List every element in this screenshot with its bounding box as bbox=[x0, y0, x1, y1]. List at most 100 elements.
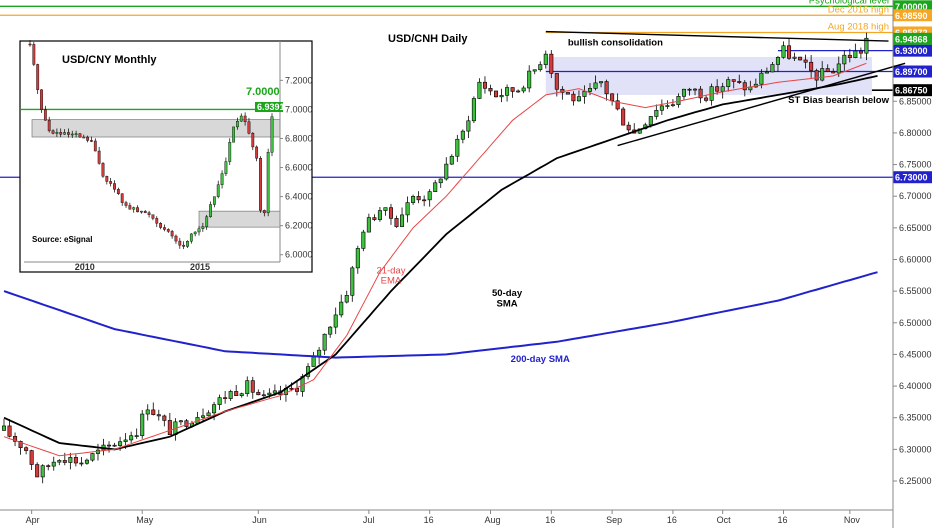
candle-body bbox=[842, 54, 847, 65]
candle-body bbox=[107, 444, 112, 447]
inset-current-tag: 6.9391 bbox=[255, 102, 285, 112]
candle-body bbox=[543, 53, 548, 65]
candle-body bbox=[184, 420, 189, 427]
inset-candle-body bbox=[182, 244, 186, 247]
inset-candle-body bbox=[205, 216, 209, 227]
inset-candle-body bbox=[70, 133, 74, 136]
price-tag-text: 6.73000 bbox=[895, 173, 928, 183]
candle-body bbox=[355, 248, 360, 269]
candle-body bbox=[112, 444, 117, 447]
candle-body bbox=[24, 447, 29, 451]
candle-body bbox=[13, 436, 18, 442]
candle-body bbox=[676, 96, 681, 105]
candle-body bbox=[615, 100, 620, 110]
time-axis-label: May bbox=[136, 515, 154, 525]
inset-candle-body bbox=[178, 240, 182, 246]
candle-body bbox=[648, 116, 653, 126]
inset-candle-body bbox=[232, 126, 235, 143]
inset-price-axis-label: 7.0000 bbox=[285, 104, 313, 114]
candle-body bbox=[322, 333, 327, 351]
candle-body bbox=[234, 391, 239, 396]
candle-body bbox=[659, 105, 664, 111]
price-tag: 6.73000 bbox=[893, 171, 932, 184]
inset-price-axis-label: 6.2000 bbox=[285, 221, 313, 231]
candle-body bbox=[377, 210, 382, 220]
candle-body bbox=[35, 464, 40, 478]
candle-body bbox=[294, 387, 300, 392]
candle-body bbox=[455, 138, 460, 157]
inset-candle-body bbox=[51, 130, 55, 134]
price-tag: 6.93000 bbox=[893, 44, 932, 57]
candle-body bbox=[383, 207, 388, 211]
candle-body bbox=[715, 86, 720, 92]
inset-candle-body bbox=[109, 181, 113, 184]
candle-body bbox=[289, 387, 294, 390]
candle-body bbox=[626, 124, 631, 131]
inset-candle-body bbox=[67, 132, 70, 135]
ema21-label-line1: 21-day bbox=[376, 265, 405, 276]
candle-body bbox=[46, 465, 51, 467]
candle-body bbox=[621, 108, 626, 126]
inset-candle-body bbox=[74, 133, 78, 135]
inset-candle-body bbox=[243, 115, 247, 123]
candle-body bbox=[339, 301, 344, 316]
candle-body bbox=[366, 217, 371, 233]
candle-body bbox=[593, 82, 598, 89]
time-axis-label: Nov bbox=[844, 515, 861, 525]
candle-body bbox=[151, 409, 156, 415]
price-tag: 6.86750 bbox=[893, 84, 932, 97]
price-tag-bg bbox=[893, 84, 932, 97]
candle-body bbox=[466, 120, 471, 132]
inset-candle-body bbox=[143, 210, 147, 213]
triangle-upper-line bbox=[545, 30, 889, 42]
candle-body bbox=[40, 465, 45, 478]
candle-body bbox=[488, 88, 493, 92]
price-tag-bg bbox=[893, 9, 932, 22]
candle-body bbox=[361, 231, 366, 249]
candle-body bbox=[156, 414, 161, 417]
inset-candle-body bbox=[186, 241, 189, 247]
time-axis-label: 16 bbox=[667, 515, 677, 525]
candle-body bbox=[228, 391, 233, 399]
inset-candle-body bbox=[236, 121, 239, 128]
price-axis-label: 6.80000 bbox=[899, 128, 932, 138]
inset-price-axis-label: 6.0000 bbox=[285, 250, 313, 260]
candle-body bbox=[560, 88, 565, 93]
candle-body bbox=[344, 295, 349, 303]
candle-body bbox=[206, 412, 211, 417]
candle-body bbox=[57, 460, 62, 463]
time-axis-label: Oct bbox=[717, 515, 732, 525]
candle-body bbox=[599, 81, 604, 84]
price-axis-label: 6.35000 bbox=[899, 413, 932, 423]
candle-body bbox=[781, 45, 786, 58]
inset-candle-body bbox=[93, 140, 97, 152]
candle-body bbox=[809, 61, 814, 71]
inset-candle-body bbox=[86, 136, 90, 141]
inset-candle-body bbox=[120, 193, 124, 203]
inset-candle-body bbox=[209, 204, 212, 217]
candle-body bbox=[90, 453, 95, 461]
inset-candle-body bbox=[97, 150, 101, 164]
candle-body bbox=[670, 104, 675, 106]
inset-candle-body bbox=[163, 227, 166, 230]
time-axis-label: Jul bbox=[363, 515, 375, 525]
inset-time-axis-label: 2015 bbox=[190, 262, 210, 272]
inset-candle-body bbox=[78, 133, 82, 138]
candle-body bbox=[687, 88, 692, 91]
inset-candle-body bbox=[259, 158, 262, 211]
candle-body bbox=[256, 391, 261, 396]
inset-time-axis: 2010 2015 bbox=[24, 261, 280, 272]
inset-candle-body bbox=[40, 89, 43, 110]
candle-body bbox=[267, 392, 272, 396]
current-price-tag-text: 6.94868 bbox=[895, 34, 928, 44]
price-axis-label: 6.40000 bbox=[899, 381, 932, 391]
price-axis-label: 6.65000 bbox=[899, 223, 932, 233]
indicator-lines-layer bbox=[3, 30, 906, 457]
inset-candle-body bbox=[28, 43, 32, 46]
price-tag: 6.98590 bbox=[893, 9, 932, 22]
candle-body bbox=[388, 207, 393, 219]
inset-candle-body bbox=[228, 141, 232, 162]
price-axis-label: 6.45000 bbox=[899, 349, 932, 359]
candle-body bbox=[494, 90, 499, 98]
price-tag-text: 6.86750 bbox=[895, 86, 928, 96]
